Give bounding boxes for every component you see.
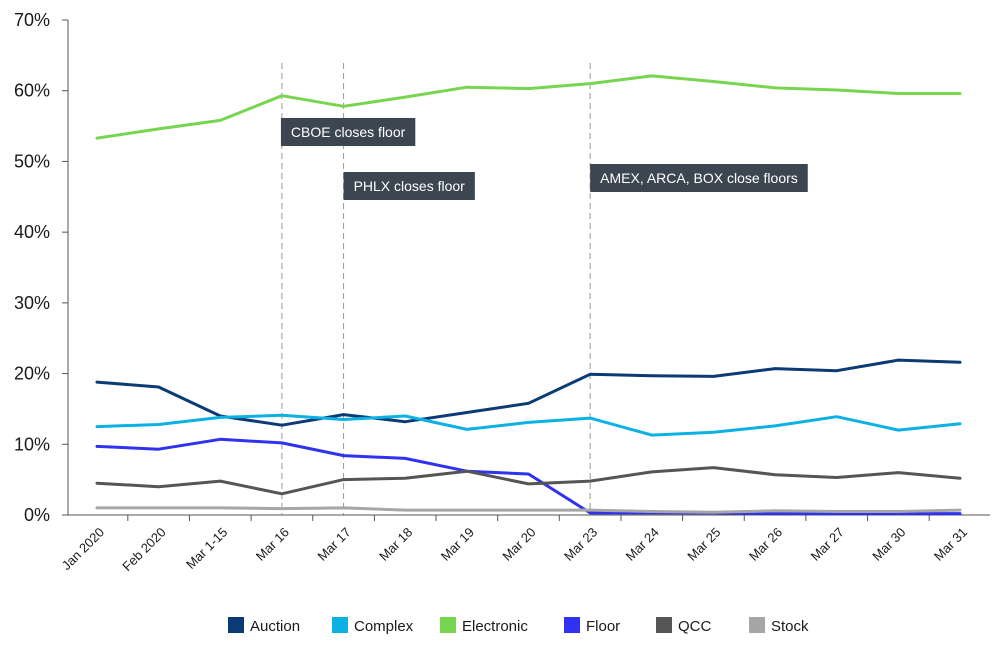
- x-tick-label: Mar 19: [438, 525, 477, 564]
- legend-label: Floor: [586, 618, 620, 635]
- y-tick-label: 0%: [24, 505, 50, 525]
- legend-swatch: [656, 617, 672, 633]
- legend: Auction Complex Electronic Floor QCC Stock: [228, 617, 809, 635]
- y-tick-label: 40%: [14, 222, 50, 242]
- annotation-box: [343, 172, 475, 200]
- legend-label: Electronic: [462, 618, 528, 635]
- annotation-text: PHLX closes floor: [354, 178, 466, 194]
- legend-swatch: [564, 617, 580, 633]
- annotation-box: [280, 118, 416, 146]
- y-tick-label: 20%: [14, 364, 50, 384]
- legend-label: QCC: [678, 618, 712, 635]
- legend-swatch: [440, 617, 456, 633]
- series-line-qcc: [95, 466, 962, 496]
- x-tick-label: Mar 23: [561, 525, 600, 564]
- legend-item: Floor: [564, 617, 620, 635]
- y-tick-label: 70%: [14, 10, 50, 30]
- legend-item: Electronic: [440, 617, 528, 635]
- annotation-text: AMEX, ARCA, BOX close floors: [600, 170, 798, 186]
- x-tick-label: Feb 2020: [119, 525, 168, 574]
- legend-swatch: [228, 617, 244, 633]
- x-tick-label: Mar 17: [314, 525, 353, 564]
- x-tick-label: Mar 24: [623, 525, 662, 564]
- series-line-stock: [95, 506, 962, 514]
- y-tick-label: 50%: [14, 151, 50, 171]
- series-line-floor: [95, 437, 962, 516]
- annotation-text: CBOE closes floor: [291, 124, 406, 140]
- axes: 0% 10% 20% 30% 40% 50% 60% 70% Jan 2020 Feb 2020 M…: [14, 10, 990, 574]
- legend-label: Auction: [250, 618, 300, 635]
- annotations: CBOE closes floor PHLX closes floor AMEX, …: [280, 118, 808, 200]
- x-tick-label: Mar 16: [253, 525, 292, 564]
- legend-item: Stock: [749, 617, 809, 635]
- legend-label: Stock: [771, 618, 809, 635]
- x-tick-label: Mar 18: [376, 525, 415, 564]
- annotation-label: CBOE closes floor: [280, 118, 416, 146]
- series-lines: [95, 74, 962, 516]
- legend-item: Complex: [332, 617, 414, 635]
- y-tick-label: 10%: [14, 434, 50, 454]
- series-line-complex: [95, 413, 962, 437]
- legend-item: Auction: [228, 617, 300, 635]
- x-tick-label: Mar 27: [808, 525, 847, 564]
- y-tick-label: 30%: [14, 293, 50, 313]
- x-tick-label: Mar 26: [746, 525, 785, 564]
- x-tick-label: Mar 30: [869, 525, 908, 564]
- annotation-box: [590, 164, 808, 192]
- legend-item: QCC: [656, 617, 712, 635]
- x-tick-label: Mar 25: [684, 525, 723, 564]
- annotation-label: PHLX closes floor: [343, 172, 475, 200]
- legend-swatch: [332, 617, 348, 633]
- x-tick-label: Mar 31: [931, 525, 970, 564]
- x-tick-label: Mar 20: [499, 525, 538, 564]
- x-tick-label: Mar 1-15: [183, 525, 230, 572]
- annotation-label: AMEX, ARCA, BOX close floors: [590, 164, 808, 192]
- series-line-electronic: [95, 74, 962, 140]
- y-tick-label: 60%: [14, 81, 50, 101]
- legend-label: Complex: [354, 618, 414, 635]
- x-tick-label: Jan 2020: [59, 525, 107, 573]
- series-line-auction: [95, 358, 962, 427]
- legend-swatch: [749, 617, 765, 633]
